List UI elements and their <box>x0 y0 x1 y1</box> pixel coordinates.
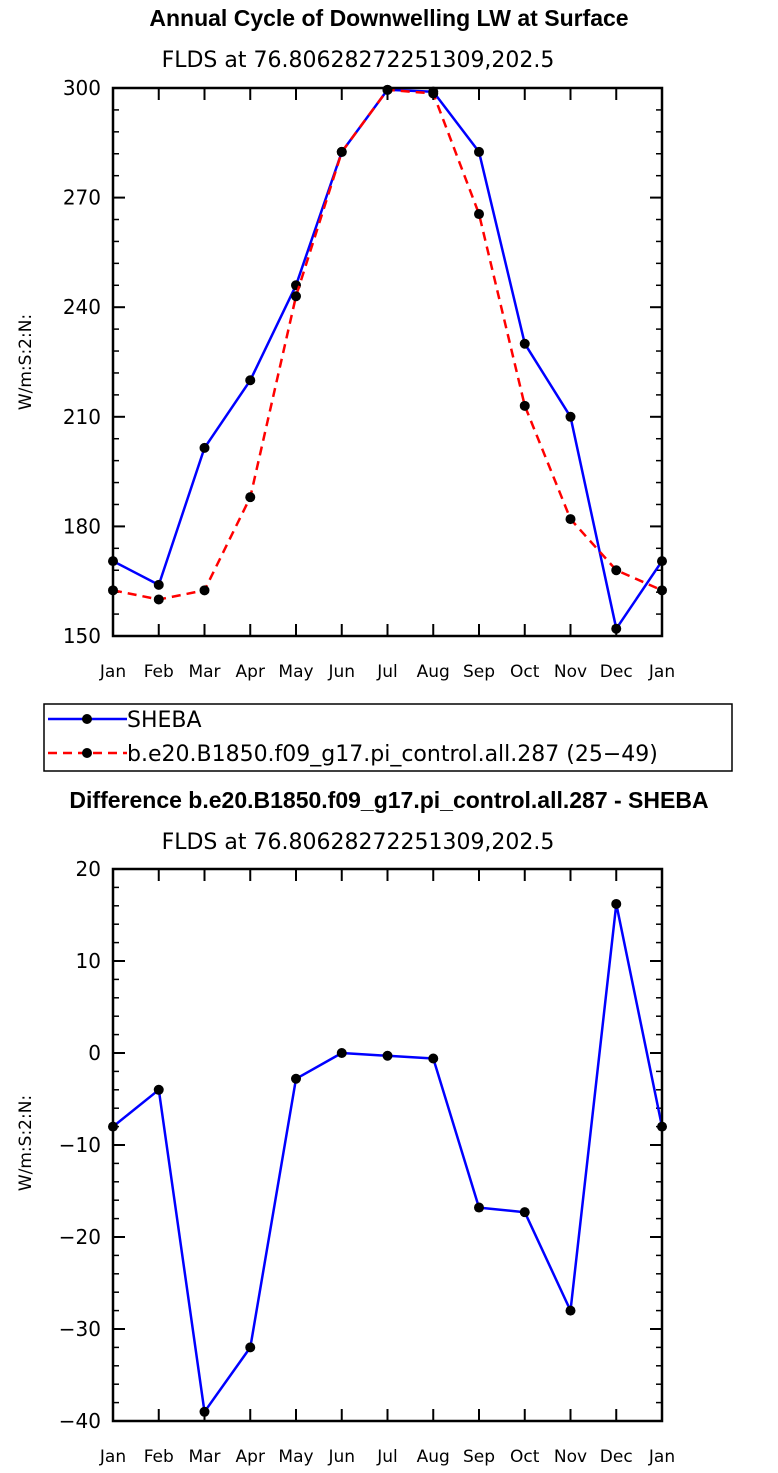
y-axis-label: W/m:S:2:N: <box>16 1095 36 1191</box>
data-point <box>245 1342 256 1353</box>
x-tick-label: May <box>278 662 313 682</box>
data-point <box>291 1073 301 1084</box>
series-line-b <box>112 88 663 601</box>
data-point <box>245 375 256 386</box>
chart-title: Annual Cycle of Downwelling LW at Surfac… <box>149 5 628 31</box>
x-tick-label: Apr <box>236 662 265 682</box>
plot-frame <box>111 867 664 1423</box>
legend-model-marker <box>82 748 92 758</box>
data-point <box>565 514 576 525</box>
chart-subtitle: FLDS at 76.80628272251309,202.5 <box>162 48 555 73</box>
plot-frame <box>111 86 664 638</box>
data-point <box>474 1202 484 1213</box>
y-tick-label: 210 <box>63 405 101 429</box>
y-tick-label: −30 <box>59 1317 101 1341</box>
x-tick-label: Feb <box>144 1447 174 1467</box>
data-point <box>336 146 347 157</box>
series-line-a <box>112 902 664 1414</box>
data-point <box>382 84 393 95</box>
y-tick-label: 10 <box>76 949 101 973</box>
x-tick-label: Apr <box>236 1447 265 1467</box>
x-tick-label: Aug <box>417 662 450 682</box>
y-tick-label: −10 <box>59 1133 101 1157</box>
x-tick-label: Nov <box>554 662 587 682</box>
x-tick-label: Feb <box>144 662 174 682</box>
data-point <box>199 442 210 453</box>
data-point <box>245 492 256 503</box>
y-tick-label: 150 <box>63 624 101 648</box>
data-point <box>565 411 576 422</box>
data-point <box>611 565 622 576</box>
legend-label-model: b.e20.B1850.f09_g17.pi_control.all.287 (… <box>127 742 658 767</box>
x-tick-label: Dec <box>600 1447 633 1467</box>
y-tick-label: 240 <box>63 295 101 319</box>
chart-subtitle: FLDS at 76.80628272251309,202.5 <box>162 830 555 855</box>
series-layer <box>108 898 667 1417</box>
y-tick-label: 20 <box>76 857 101 881</box>
x-tick-label: May <box>278 1447 313 1467</box>
x-tick-label: Jan <box>99 1447 126 1467</box>
bottom-chart: Difference b.e20.B1850.f09_g17.pi_contro… <box>16 787 709 1467</box>
data-point <box>474 146 484 157</box>
data-point <box>382 1050 393 1061</box>
data-point <box>611 623 622 634</box>
series-line-a <box>112 88 664 630</box>
x-tick-label: Jul <box>376 1447 398 1467</box>
data-point <box>199 1406 210 1417</box>
data-point <box>474 209 484 220</box>
x-tick-label: Dec <box>600 662 633 682</box>
data-point <box>565 1305 576 1316</box>
ticks-layer: −40 −30 −20 −10 0 10 20 Jan Feb Mar Apr May Jun Jul Au… <box>59 857 675 1467</box>
legend-label-sheba: SHEBA <box>127 708 202 733</box>
data-point <box>519 1207 530 1218</box>
y-axis-label: W/m:S:2:N: <box>16 314 36 410</box>
series-layer <box>108 84 667 634</box>
ticks-layer: 150 180 210 240 270 300 Jan Feb Mar Apr May Jun Jul A… <box>63 76 675 682</box>
data-point <box>153 579 164 590</box>
legend-box <box>43 703 733 772</box>
x-tick-label: Oct <box>510 1447 540 1467</box>
y-tick-label: 0 <box>88 1041 101 1065</box>
data-point <box>519 400 530 411</box>
legend-sheba-marker <box>82 714 92 724</box>
y-tick-label: −40 <box>59 1409 101 1433</box>
x-tick-label: Nov <box>554 1447 587 1467</box>
x-tick-label: Jan <box>648 1447 675 1467</box>
chart-title: Difference b.e20.B1850.f09_g17.pi_contro… <box>69 787 708 813</box>
x-tick-label: Jan <box>648 662 675 682</box>
top-chart: Annual Cycle of Downwelling LW at Surfac… <box>16 5 675 682</box>
x-tick-label: Jan <box>99 662 126 682</box>
data-point <box>153 1084 164 1095</box>
y-tick-label: 180 <box>63 514 101 538</box>
data-point <box>611 898 622 909</box>
x-tick-label: Sep <box>463 662 495 682</box>
x-tick-label: Aug <box>417 1447 450 1467</box>
y-tick-label: −20 <box>59 1225 101 1249</box>
legend: SHEBA b.e20.B1850.f09_g17.pi_control.all… <box>43 703 733 772</box>
data-point <box>519 338 530 349</box>
y-tick-label: 270 <box>63 186 101 210</box>
x-tick-label: Jun <box>327 1447 355 1467</box>
x-tick-label: Jun <box>327 662 355 682</box>
x-tick-label: Mar <box>188 1447 220 1467</box>
x-tick-label: Oct <box>510 662 540 682</box>
data-point <box>336 1048 347 1058</box>
data-point <box>428 88 439 99</box>
data-point <box>428 1053 439 1064</box>
x-tick-label: Jul <box>376 662 398 682</box>
y-tick-label: 300 <box>63 76 101 100</box>
data-point <box>291 291 301 302</box>
data-point <box>153 594 164 605</box>
data-point <box>199 585 210 596</box>
x-tick-label: Sep <box>463 1447 495 1467</box>
x-tick-label: Mar <box>188 662 220 682</box>
